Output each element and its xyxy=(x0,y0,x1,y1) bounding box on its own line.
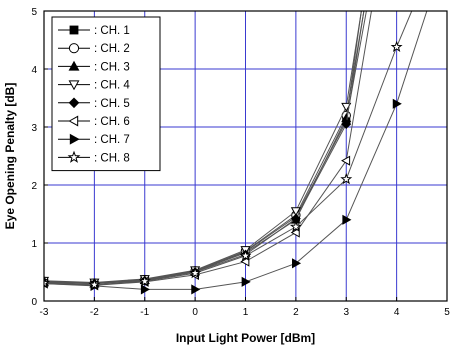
data-point xyxy=(140,284,150,295)
x-tick-label: -2 xyxy=(90,307,99,318)
legend-label: : CH. 8 xyxy=(94,152,130,164)
legend: : CH. 1 : CH. 2 : CH. 3 : CH. 4 : CH. 5 : CH.… xyxy=(51,16,161,172)
y-axis-title: Eye Opening Penalty [dB] xyxy=(3,83,17,230)
y-tick-label: 0 xyxy=(31,297,37,308)
data-point xyxy=(290,227,300,238)
data-point xyxy=(138,275,151,287)
x-tick-label: -1 xyxy=(140,307,149,318)
legend-item-ch-1: : CH. 1 xyxy=(58,25,130,37)
legend-item-ch-3: : CH. 3 xyxy=(58,60,130,73)
legend-item-ch-2: : CH. 2 xyxy=(58,43,130,55)
legend-marker xyxy=(69,133,80,145)
axis-ticks: -3 -2 -1 0 1 2 3 4 5 0 1 2 3 4 5 xyxy=(31,7,450,318)
y-tick-label: 1 xyxy=(31,239,37,250)
legend-item-ch-8: : CH. 8 xyxy=(58,150,130,164)
series-line xyxy=(44,11,362,283)
x-tick-label: 0 xyxy=(192,307,198,318)
x-tick-label: 5 xyxy=(444,307,450,318)
x-tick-label: 3 xyxy=(343,307,349,318)
legend-marker xyxy=(67,150,81,163)
data-point xyxy=(88,278,101,290)
data-point xyxy=(341,102,352,112)
data-point xyxy=(340,172,353,185)
series-ch-8 xyxy=(44,11,413,290)
data-point xyxy=(44,276,50,289)
series-line xyxy=(44,11,372,286)
data-point xyxy=(390,40,403,53)
data-point xyxy=(342,214,352,225)
data-point xyxy=(189,266,202,279)
x-tick-label: 1 xyxy=(243,307,249,318)
data-point xyxy=(292,258,302,269)
x-tick-label: -3 xyxy=(40,307,49,318)
y-tick-label: 3 xyxy=(31,123,37,134)
series-line xyxy=(44,11,365,284)
legend-box xyxy=(51,16,161,172)
data-point xyxy=(289,220,302,232)
legend-item-ch-4: : CH. 4 xyxy=(58,80,130,92)
legend-marker xyxy=(68,43,80,54)
x-axis-title: Input Light Power [dBm] xyxy=(176,331,315,345)
legend-label: : CH. 3 xyxy=(94,61,130,73)
legend-item-ch-5: : CH. 5 xyxy=(58,97,130,110)
y-tick-label: 2 xyxy=(31,181,37,192)
x-tick-label: 2 xyxy=(293,307,299,318)
legend-marker xyxy=(68,60,80,71)
legend-item-ch-7: : CH. 7 xyxy=(58,133,130,146)
data-point xyxy=(341,155,351,166)
legend-label: : CH. 5 xyxy=(94,98,130,110)
data-point xyxy=(392,98,402,109)
legend-label: : CH. 1 xyxy=(94,25,130,37)
data-point xyxy=(240,256,250,267)
legend-label: : CH. 2 xyxy=(94,43,130,55)
data-point xyxy=(290,207,301,217)
legend-label: : CH. 6 xyxy=(94,116,130,128)
legend-marker xyxy=(68,97,80,109)
legend-label: : CH. 7 xyxy=(94,134,130,146)
y-tick-label: 4 xyxy=(31,65,37,76)
legend-marker xyxy=(68,115,79,127)
data-point xyxy=(239,249,252,261)
series-layer xyxy=(44,11,428,295)
data-point xyxy=(341,119,352,130)
y-tick-label: 5 xyxy=(31,7,37,18)
data-point xyxy=(241,276,251,287)
x-tick-label: 4 xyxy=(394,307,400,318)
data-point xyxy=(191,284,201,295)
legend-marker xyxy=(68,80,80,91)
legend-label: : CH. 4 xyxy=(94,80,130,92)
legend-item-ch-6: : CH. 6 xyxy=(58,115,130,128)
series-line xyxy=(44,11,365,285)
legend-marker xyxy=(69,25,79,35)
